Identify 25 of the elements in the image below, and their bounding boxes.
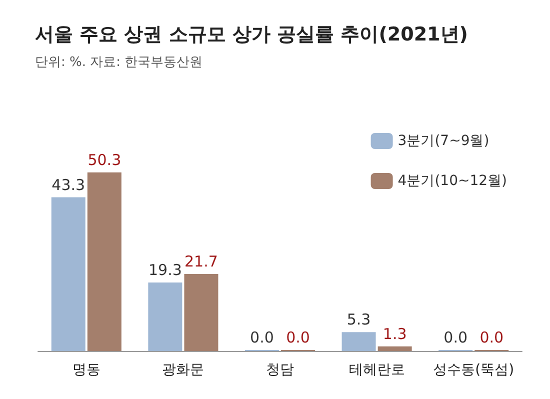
x-tick-label: 청담 [266, 362, 294, 378]
x-tick-label: 광화문 [162, 362, 204, 378]
data-label: 21.7 [184, 252, 218, 270]
bar [148, 282, 182, 351]
bar [184, 274, 218, 351]
x-tick-label: 명동 [72, 362, 100, 378]
data-label: 43.3 [52, 176, 86, 194]
legend-label: 3분기(7~9월) [398, 133, 490, 149]
bar [51, 197, 86, 351]
data-label: 0.0 [480, 328, 504, 346]
legend-label: 4분기(10~12월) [398, 173, 508, 189]
data-label: 0.0 [444, 328, 468, 346]
chart-title: 서울 주요 상권 소규모 상가 공실률 추이(2021년) [35, 24, 468, 46]
chart-subtitle: 단위: %. 자료: 한국부동산원 [35, 55, 203, 70]
bar [378, 346, 412, 351]
data-label: 50.3 [88, 150, 122, 169]
bar [342, 332, 376, 351]
data-label: 0.0 [250, 328, 274, 346]
bar [87, 172, 122, 351]
data-label: 1.3 [382, 324, 407, 343]
data-label: 0.0 [286, 328, 310, 346]
x-tick-label: 성수동(뚝섬) [433, 362, 514, 378]
data-label: 19.3 [148, 260, 182, 279]
data-label: 5.3 [346, 310, 371, 329]
x-tick-label: 테헤란로 [348, 362, 405, 378]
